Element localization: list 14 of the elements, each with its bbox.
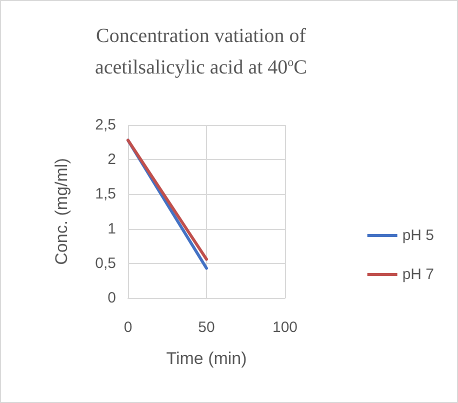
- x-axis-title: Time (min): [166, 349, 247, 368]
- legend-label: pH 5: [402, 227, 434, 244]
- y-tick-label: 1: [108, 220, 116, 238]
- x-tick-label: 100: [272, 319, 298, 336]
- x-tick-label: 50: [198, 319, 215, 336]
- y-tick-label: 1,5: [95, 186, 116, 203]
- y-tick-label: 0: [108, 290, 116, 306]
- x-tick-label: 0: [124, 319, 132, 336]
- y-tick-label: 0,5: [95, 254, 116, 272]
- chart-title: Concentration vatiation of acetilsalicylic acid at 40$^{o}$C: [94, 24, 308, 81]
- y-axis-title: Conc. (mg/ml): [52, 158, 71, 265]
- legend-label: pH 7: [402, 266, 434, 283]
- y-tick-label: 2: [108, 151, 116, 168]
- y-tick-label: 2,5: [95, 116, 116, 134]
